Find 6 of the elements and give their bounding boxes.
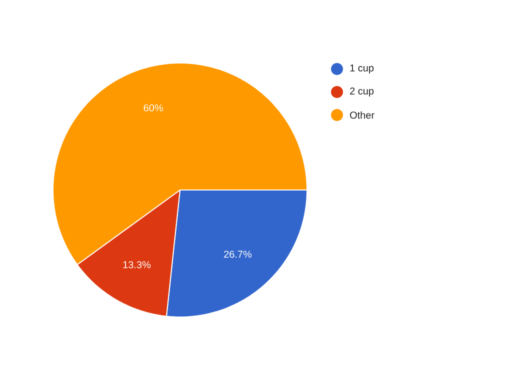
legend-label: 1 cup xyxy=(350,64,374,74)
legend-label: 2 cup xyxy=(350,87,374,97)
legend-label: Other xyxy=(350,111,374,119)
data-label: 60% xyxy=(144,104,163,112)
data-label: 13.3% xyxy=(123,261,151,268)
data-label: 26.7% xyxy=(224,250,252,258)
